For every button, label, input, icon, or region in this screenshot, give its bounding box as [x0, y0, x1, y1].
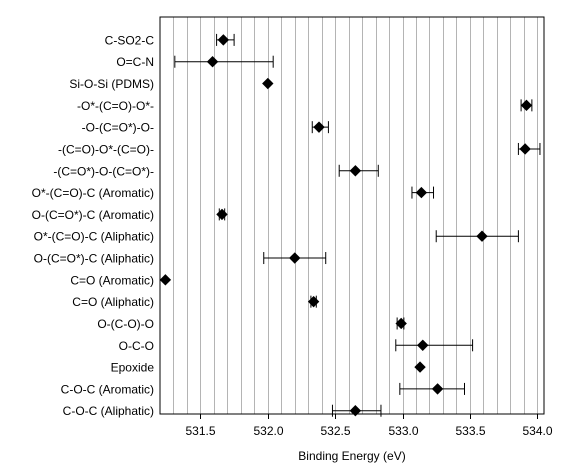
data-point-marker	[307, 295, 320, 308]
category-label: -(C=O)-O*-(C=O)-	[58, 142, 154, 156]
plot-frame	[159, 16, 545, 415]
data-point-marker	[349, 405, 362, 417]
category-label: O-(C-O)-O	[97, 317, 154, 331]
category-label: O*-(C=O)-C (Aromatic)	[32, 186, 154, 200]
data-markers	[159, 34, 533, 417]
data-point-marker	[414, 361, 426, 373]
x-axis-ticks: 531.5 532.0 532.5 533.0 533.5 534.0	[185, 414, 553, 438]
category-label: -O-(C=O*)-O-	[82, 121, 154, 135]
x-tick-label: 533.0	[388, 424, 418, 438]
category-label: C-O-C (Aliphatic)	[63, 404, 154, 418]
category-label: C=O (Aliphatic)	[72, 295, 154, 309]
category-label: O*-(C=O)-C (Aliphatic)	[34, 230, 154, 244]
data-point-marker	[520, 99, 533, 112]
data-point-marker	[262, 77, 274, 90]
x-tick-label: 531.5	[185, 424, 215, 438]
category-label: -(C=O*)-O-(C=O*)-	[53, 164, 154, 178]
data-point-marker	[159, 274, 172, 286]
data-point-marker	[289, 252, 301, 264]
x-tick-label: 534.0	[522, 424, 552, 438]
data-point-marker	[313, 121, 325, 133]
data-point-marker	[206, 56, 219, 68]
error-bars	[174, 33, 541, 417]
data-point-marker	[415, 186, 428, 199]
x-axis-title: Binding Energy (eV)	[298, 449, 405, 463]
category-label: O-C-O	[119, 339, 154, 353]
vertical-gridlines	[173, 17, 538, 414]
x-tick-label: 532.5	[320, 424, 350, 438]
data-point-marker	[395, 317, 407, 330]
data-point-marker	[476, 230, 488, 242]
data-point-marker	[519, 143, 531, 155]
data-point-marker	[216, 208, 228, 221]
category-label: O-(C=O*)-C (Aliphatic)	[34, 252, 154, 266]
data-point-marker	[431, 383, 444, 395]
x-tick-label: 533.5	[455, 424, 485, 438]
data-point-marker	[217, 34, 230, 46]
category-label: C=O (Aromatic)	[70, 273, 154, 287]
category-labels: C-SO2-C O=C-N Si-O-Si (PDMS) -O*-(C=O)-O*- -…	[32, 33, 155, 418]
category-label: O-(C=O*)-C (Aromatic)	[32, 208, 154, 222]
data-point-marker	[417, 339, 429, 351]
category-label: O=C-N	[116, 55, 154, 69]
data-point-marker	[349, 165, 362, 177]
category-label: C-SO2-C	[105, 33, 155, 47]
category-label: -O*-(C=O)-O*-	[77, 99, 154, 113]
category-label: C-O-C (Aromatic)	[61, 382, 154, 396]
category-label: Epoxide	[111, 361, 155, 375]
x-tick-label: 532.0	[253, 424, 283, 438]
category-label: Si-O-Si (PDMS)	[69, 77, 154, 91]
